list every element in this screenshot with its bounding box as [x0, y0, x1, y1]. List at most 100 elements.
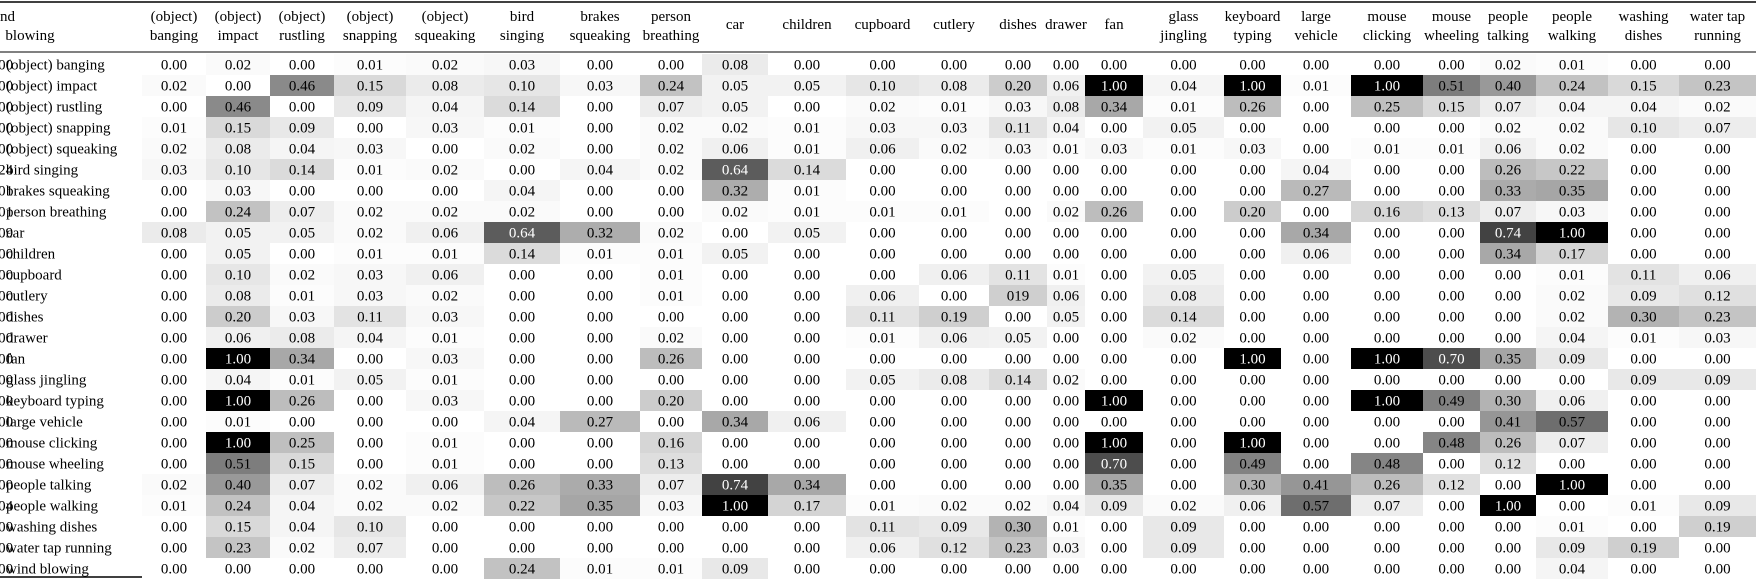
cell-value: 0.00: [1374, 289, 1400, 305]
heatmap-cell: [406, 243, 484, 264]
heatmap-cell: [560, 138, 640, 159]
cell-value: 0.01: [0, 205, 13, 221]
heatmap-cell: [1608, 348, 1679, 369]
heatmap-cell: [919, 516, 989, 537]
heatmap-cell: [142, 474, 206, 495]
heatmap-cell: [270, 495, 334, 516]
heatmap-cell: [1281, 159, 1351, 180]
row-label: washing dishes: [6, 520, 97, 536]
cell-value: 0.00: [941, 184, 967, 200]
heatmap-cell: [206, 474, 270, 495]
cell-value: 1.00: [225, 436, 251, 452]
cell-value: 0.30: [1630, 310, 1656, 326]
heatmap-cell: [1679, 138, 1756, 159]
cell-value: 0.03: [658, 499, 684, 515]
heatmap-cell: [1536, 390, 1608, 411]
heatmap-cell: [1085, 369, 1143, 390]
heatmap-cell: [1143, 474, 1224, 495]
cell-value: 0.23: [225, 541, 251, 557]
heatmap-cell: [484, 138, 560, 159]
heatmap-cell: [1281, 264, 1351, 285]
cell-value: 0.00: [1704, 541, 1730, 557]
cell-value: 0.03: [357, 142, 383, 158]
heatmap-cell: [560, 159, 640, 180]
cell-value: 1.00: [1374, 352, 1400, 368]
cell-value: 0.00: [161, 100, 187, 116]
cell-value: 0.08: [225, 142, 251, 158]
cell-value: 0.00: [794, 436, 820, 452]
heatmap-cell: [702, 96, 768, 117]
cell-value: 0.08: [722, 58, 748, 74]
cell-value: 0.08: [941, 79, 967, 95]
heatmap-cell: [334, 348, 406, 369]
heatmap-cell: [919, 453, 989, 474]
cell-value: 0.17: [1559, 247, 1586, 263]
heatmap-cell: [919, 558, 989, 579]
heatmap-cell: [1281, 348, 1351, 369]
cell-value: 0.05: [1053, 310, 1079, 326]
cell-value: 0.00: [794, 352, 820, 368]
heatmap-cell: [1281, 453, 1351, 474]
cell-value: 0.00: [1438, 310, 1464, 326]
heatmap-cell: [270, 75, 334, 96]
cell-value: 0.04: [509, 184, 536, 200]
heatmap-cell: [1085, 159, 1143, 180]
heatmap-cell: [1608, 138, 1679, 159]
heatmap-cell: [1679, 558, 1756, 579]
cell-value: 0.02: [161, 478, 187, 494]
cell-value: 0.00: [1239, 247, 1265, 263]
cell-value: 0.00: [509, 310, 535, 326]
heatmap-cell: [1608, 495, 1679, 516]
cell-value: 0.00: [1495, 331, 1521, 347]
cell-value: 0.00: [1101, 562, 1127, 578]
heatmap-cell: [142, 75, 206, 96]
heatmap-cell: [768, 474, 846, 495]
heatmap-cell: [270, 348, 334, 369]
heatmap-cell: [334, 306, 406, 327]
heatmap-cell: [206, 138, 270, 159]
cell-value: 0.00: [658, 184, 684, 200]
heatmap-cell: [768, 306, 846, 327]
heatmap-cell: [702, 285, 768, 306]
cell-value: 0.07: [1495, 100, 1522, 116]
cell-value: 0.00: [1170, 205, 1196, 221]
heatmap-cell: [989, 54, 1047, 75]
cell-value: 0.34: [1101, 100, 1128, 116]
cell-value: 0.08: [941, 373, 967, 389]
cell-value: 0.00: [1559, 373, 1585, 389]
heatmap-cell: [1224, 432, 1281, 453]
cell-value: 0.64: [722, 163, 749, 179]
heatmap-cell: [1047, 495, 1085, 516]
cell-value: 0.02: [289, 541, 315, 557]
heatmap-cell: [1047, 348, 1085, 369]
cell-value: 0.00: [161, 184, 187, 200]
cell-value: 0.00: [1053, 415, 1079, 431]
heatmap-cell: [406, 411, 484, 432]
row-label: brakes squeaking: [6, 184, 110, 200]
heatmap-cell: [560, 453, 640, 474]
cell-value: 0.00: [432, 562, 458, 578]
heatmap-cell: [142, 264, 206, 285]
cell-value: 0.00: [161, 457, 187, 473]
cell-value: 0.01: [357, 247, 383, 263]
heatmap-cell: [1224, 558, 1281, 579]
cell-value: 0.00: [1239, 58, 1265, 74]
heatmap-cell: [1085, 495, 1143, 516]
heatmap-cell: [270, 96, 334, 117]
heatmap-cell: [1536, 432, 1608, 453]
cell-value: 0.00: [1005, 58, 1031, 74]
cell-value: 0.00: [1005, 205, 1031, 221]
heatmap-cell: [334, 369, 406, 390]
heatmap-cell: [1536, 516, 1608, 537]
cell-value: 0.33: [587, 478, 613, 494]
heatmap-cell: [1679, 474, 1756, 495]
heatmap-cell: [1423, 453, 1480, 474]
cell-value: 0.00: [1101, 163, 1127, 179]
heatmap-cell: [1224, 495, 1281, 516]
cell-value: 1.00: [1239, 436, 1265, 452]
heatmap-cell: [1608, 306, 1679, 327]
cell-value: 0.01: [0, 184, 13, 200]
cell-value: 0.00: [1495, 289, 1521, 305]
heatmap-cell: [1608, 117, 1679, 138]
